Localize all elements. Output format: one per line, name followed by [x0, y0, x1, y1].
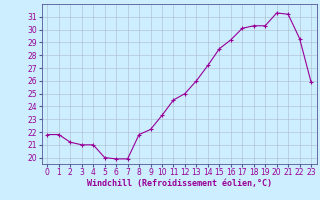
X-axis label: Windchill (Refroidissement éolien,°C): Windchill (Refroidissement éolien,°C)	[87, 179, 272, 188]
